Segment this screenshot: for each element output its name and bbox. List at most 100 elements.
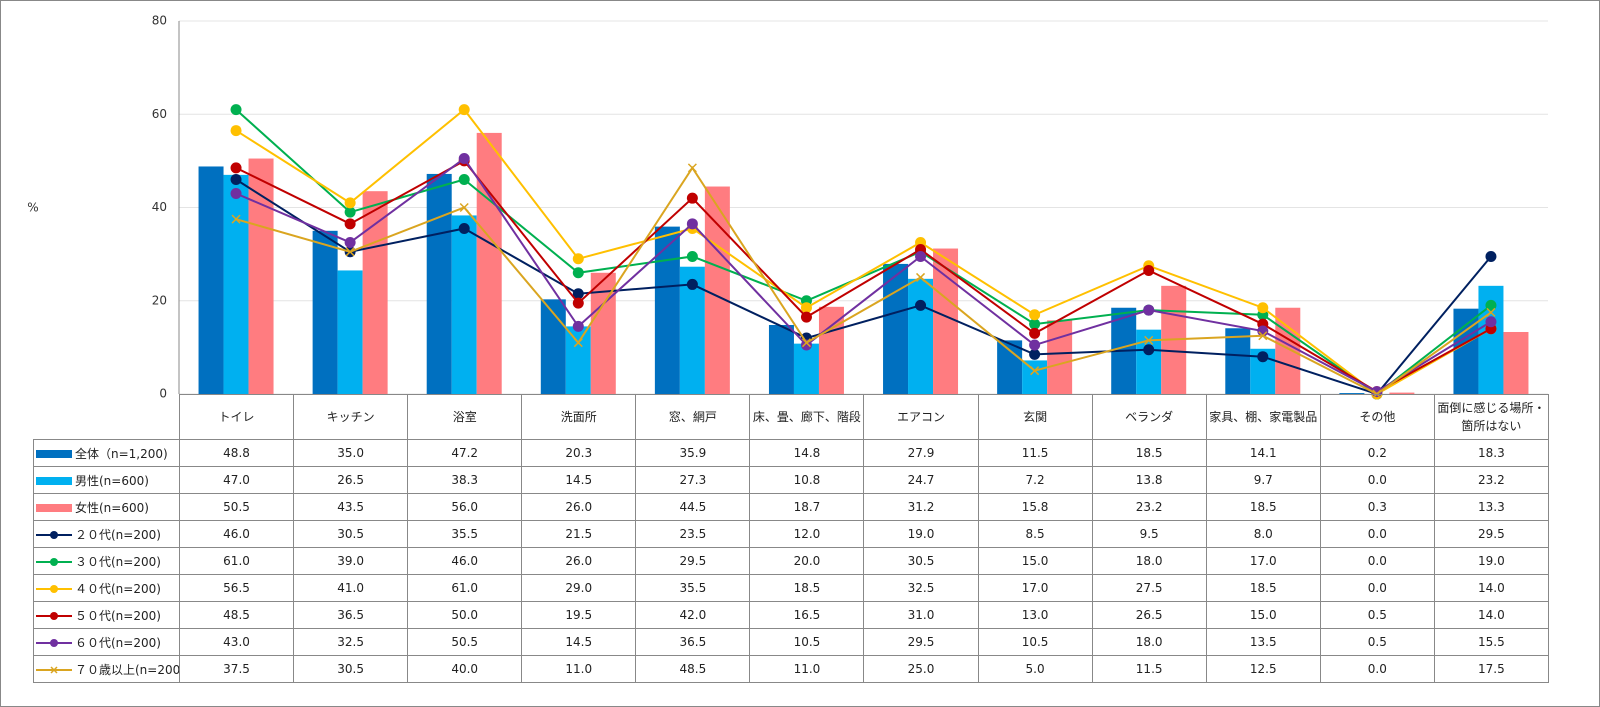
bar [312, 230, 338, 394]
bar [908, 278, 934, 394]
table-cell: 0.3 [1319, 493, 1435, 521]
bar [426, 173, 452, 394]
point [230, 174, 242, 186]
point [230, 125, 242, 137]
table-cell: 13.8 [1091, 466, 1207, 494]
bar [1022, 360, 1048, 394]
table-cell: 14.5 [521, 466, 637, 494]
data-row: ２０代(n=200) 46.0 30.5 35.5 21.5 23.5 12.0 19.0 8.… [33, 520, 1549, 548]
legend-swatch [36, 531, 72, 539]
table-cell: 50.5 [407, 628, 523, 656]
table-cell: 35.5 [635, 574, 751, 602]
x-tick-label: エアコン [863, 394, 979, 440]
point [1257, 302, 1269, 314]
table-cell: 19.0 [863, 520, 979, 548]
point [1144, 335, 1154, 345]
table-cell: 7.2 [977, 466, 1093, 494]
legend-label: 男性(n=600) [75, 473, 149, 488]
point [1029, 348, 1041, 360]
table-cell: 18.7 [749, 493, 865, 521]
legend-entry: ３０代(n=200) [33, 547, 180, 575]
table-cell: 0.0 [1319, 466, 1435, 494]
legend-swatch [36, 639, 72, 647]
table-cell: 31.2 [863, 493, 979, 521]
table-cell: 42.0 [635, 601, 751, 629]
table-cell: 16.5 [749, 601, 865, 629]
table-cell: 26.0 [521, 547, 637, 575]
legend-swatch [36, 612, 72, 620]
point [572, 288, 584, 300]
bar [1389, 392, 1415, 394]
table-cell: 9.5 [1091, 520, 1207, 548]
table-cell: 24.7 [863, 466, 979, 494]
header-row: トイレ キッチン 浴室 洗面所 窓、網戸 床、畳、廊下、階段 エアコン 玄関 ベランダ 家具、棚、… [33, 394, 1549, 440]
point [344, 236, 356, 248]
point [686, 218, 698, 230]
table-cell: 36.5 [293, 601, 409, 629]
table-cell: 11.0 [521, 655, 637, 683]
point [572, 297, 584, 309]
legend-swatch [36, 585, 72, 593]
table-cell: 20.3 [521, 439, 637, 467]
legend-label: ３０代(n=200) [75, 554, 161, 569]
point [1030, 366, 1040, 376]
point [572, 253, 584, 265]
table-cell: 15.8 [977, 493, 1093, 521]
table-cell: 48.8 [178, 439, 295, 467]
legend-label: ７０歳以上(n=200) [75, 662, 180, 677]
table-cell: 50.0 [407, 601, 523, 629]
point [344, 218, 356, 230]
y-tick-label: 40 [152, 200, 167, 214]
data-row: 男性(n=600) 47.0 26.5 38.3 14.5 27.3 10.8 24.7 7.2… [33, 466, 1549, 494]
table-cell: 30.5 [293, 520, 409, 548]
table-cell: 13.0 [977, 601, 1093, 629]
swatch-marker [50, 558, 58, 566]
point [800, 339, 812, 351]
table-cell: 10.5 [749, 628, 865, 656]
data-row: ３０代(n=200) 61.0 39.0 46.0 26.0 29.5 20.0 30.5 15… [33, 547, 1549, 575]
y-tick-label: 20 [152, 293, 167, 307]
corner [33, 394, 180, 440]
table-cell: 14.0 [1433, 601, 1549, 629]
table-cell: 44.5 [635, 493, 751, 521]
swatch-marker [50, 585, 58, 593]
swatch-marker [50, 639, 58, 647]
swatch-marker [50, 612, 58, 620]
table-cell: 31.0 [863, 601, 979, 629]
data-row: 全体（n=1,200) 48.8 35.0 47.2 20.3 35.9 14.8 27.9 1… [33, 439, 1549, 467]
point [458, 153, 470, 165]
bar [768, 324, 794, 394]
x-tick-label: 浴室 [407, 394, 523, 440]
table-cell: 43.5 [293, 493, 409, 521]
table-cell: 0.0 [1319, 547, 1435, 575]
line-series [230, 153, 1497, 398]
table-cell: 0.0 [1319, 520, 1435, 548]
table-cell: 17.0 [977, 574, 1093, 602]
table-cell: 9.7 [1205, 466, 1321, 494]
bar [565, 326, 591, 394]
bar [883, 263, 909, 394]
legend-swatch [36, 477, 72, 485]
swatch [36, 504, 72, 512]
point [573, 338, 583, 348]
swatch-marker [50, 531, 58, 539]
table-cell: 18.0 [1091, 547, 1207, 575]
table-cell: 61.0 [178, 547, 295, 575]
point [1485, 299, 1497, 311]
line [235, 108, 1492, 396]
legend-entry: 女性(n=600) [33, 493, 180, 521]
point [1485, 316, 1497, 328]
x-tick-label: ベランダ [1091, 394, 1207, 440]
x-tick-label: トイレ [178, 394, 295, 440]
table-cell: 14.1 [1205, 439, 1321, 467]
line-series [231, 163, 1496, 399]
bar [1225, 328, 1251, 394]
y-tick-label: 80 [152, 14, 167, 28]
point [458, 174, 470, 186]
point [344, 206, 356, 218]
legend-entry: ７０歳以上(n=200) [33, 655, 180, 683]
bar [818, 306, 844, 394]
table-cell: 8.5 [977, 520, 1093, 548]
bar [362, 191, 388, 394]
table-cell: 48.5 [178, 601, 295, 629]
